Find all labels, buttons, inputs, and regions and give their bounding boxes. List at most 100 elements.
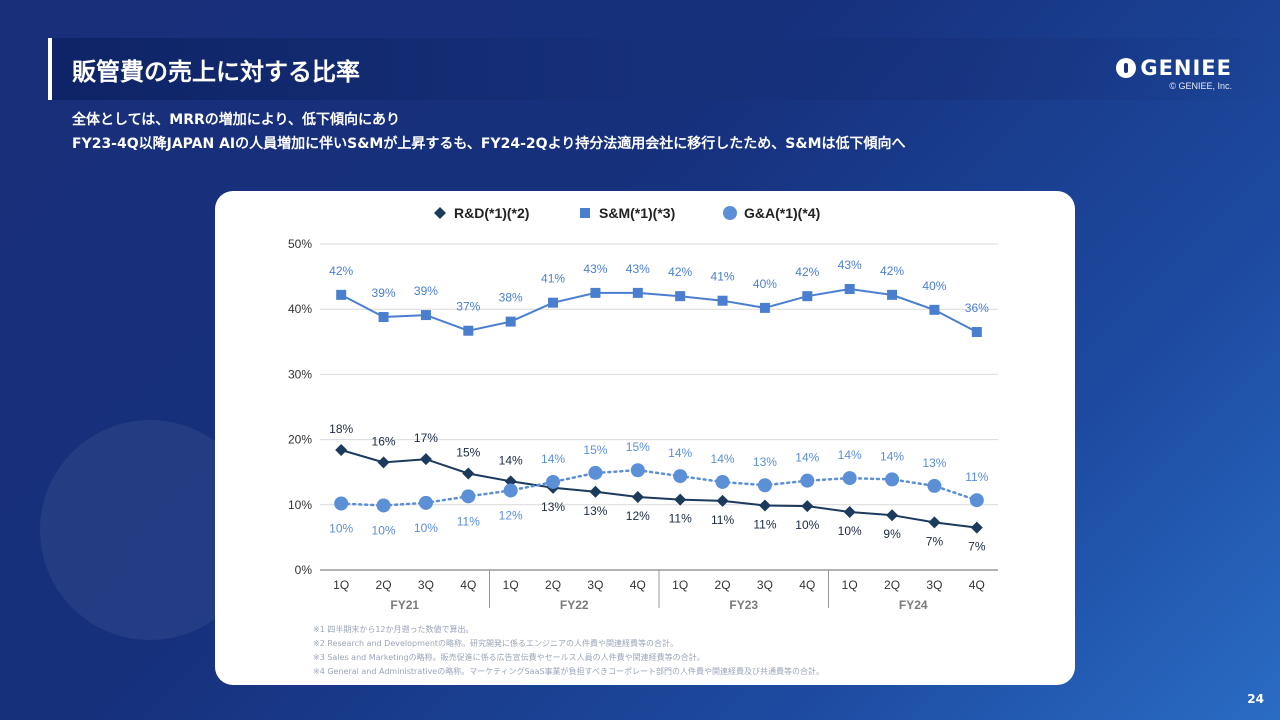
- data-label: 13%: [753, 455, 777, 469]
- sm-point: [420, 310, 431, 321]
- ga-point: [461, 489, 476, 504]
- sm-point: [717, 295, 728, 306]
- legend-label: R&D(*1)(*2): [454, 205, 529, 221]
- data-label: 42%: [795, 265, 819, 279]
- footnote-1: ※1 四半期末から12か月遡った数値で算出。: [313, 625, 474, 634]
- sm-point: [632, 287, 643, 298]
- rd-point: [674, 493, 687, 506]
- ga-point: [757, 478, 772, 493]
- header-bar: [50, 38, 1280, 100]
- rd-point: [419, 453, 432, 466]
- x-tick-label: 1Q: [503, 578, 519, 592]
- sm-point: [548, 297, 559, 308]
- data-label: 10%: [795, 518, 819, 532]
- data-label: 38%: [499, 291, 523, 305]
- legend-ga-icon: [723, 206, 737, 220]
- rd-point: [970, 521, 983, 534]
- sm-point: [802, 291, 813, 302]
- ga-point: [630, 463, 645, 478]
- ga-point: [546, 474, 561, 489]
- rd-point: [377, 456, 390, 469]
- company-logo: GENIEE © GENIEE, Inc.: [1116, 56, 1232, 91]
- ga-point: [800, 473, 815, 488]
- x-tick-label: 2Q: [715, 578, 731, 592]
- data-label: 9%: [883, 527, 901, 541]
- geniee-logo-icon: [1116, 58, 1137, 78]
- data-label: 14%: [541, 452, 565, 466]
- ga-point: [418, 495, 433, 510]
- fy-label: FY21: [390, 598, 419, 612]
- subtitle-line-2: FY23-4Q以降JAPAN AIの人員増加に伴いS&Mが上昇するも、FY24-…: [72, 136, 906, 152]
- data-label: 14%: [499, 453, 523, 467]
- x-tick-label: 1Q: [842, 578, 858, 592]
- data-label: 15%: [583, 443, 607, 457]
- sm-point: [378, 312, 389, 323]
- data-label: 15%: [456, 446, 480, 460]
- data-label: 15%: [626, 440, 650, 454]
- legend-rd-icon: [434, 207, 446, 219]
- sm-point: [505, 316, 516, 327]
- legend-label: G&A(*1)(*4): [744, 205, 820, 221]
- data-label: 41%: [711, 270, 735, 284]
- x-tick-label: 2Q: [884, 578, 900, 592]
- data-label: 14%: [838, 448, 862, 462]
- rd-point: [716, 494, 729, 507]
- data-label: 43%: [838, 258, 862, 272]
- subtitle: 全体としては、MRRの増加により、低下傾向にあり FY23-4Q以降JAPAN …: [72, 108, 906, 156]
- rd-point: [631, 490, 644, 503]
- fy-label: FY22: [560, 598, 589, 612]
- rd-point: [758, 499, 771, 512]
- data-label: 11%: [965, 470, 988, 484]
- data-label: 37%: [456, 300, 480, 314]
- data-label: 43%: [583, 262, 607, 276]
- fy-label: FY24: [899, 598, 928, 612]
- data-label: 41%: [541, 272, 565, 286]
- x-tick-label: 4Q: [460, 578, 476, 592]
- data-label: 42%: [880, 264, 904, 278]
- sm-point: [336, 289, 347, 300]
- data-label: 18%: [329, 422, 353, 436]
- page-number: 24: [1247, 692, 1264, 706]
- data-label: 11%: [669, 512, 692, 526]
- rd-point: [928, 516, 941, 529]
- rd-point: [589, 485, 602, 498]
- data-label: 42%: [329, 264, 353, 278]
- x-tick-label: 2Q: [545, 578, 561, 592]
- data-label: 39%: [372, 286, 396, 300]
- data-label: 10%: [838, 524, 862, 538]
- data-label: 10%: [372, 523, 396, 537]
- series-line: [340, 287, 978, 333]
- sm-point: [759, 302, 770, 313]
- x-tick-label: 3Q: [757, 578, 773, 592]
- y-tick-label: 40%: [288, 302, 312, 316]
- data-label: 17%: [414, 431, 438, 445]
- header-accent: [48, 38, 52, 100]
- chart-card: 50% 40% 30% 20% 10% 0% 1Q 2Q 3Q 4Q 1Q 2Q 3Q 4Q 1Q 2Q 3Q 4…: [215, 191, 1075, 685]
- data-label: 12%: [626, 509, 650, 523]
- series-line: [339, 468, 979, 507]
- copyright-text: © GENIEE, Inc.: [1169, 81, 1232, 91]
- data-label: 36%: [965, 301, 989, 315]
- ga-point: [927, 478, 942, 493]
- data-label: 16%: [372, 434, 396, 448]
- data-label: 43%: [626, 262, 650, 276]
- sm-point: [971, 327, 982, 338]
- y-tick-label: 30%: [288, 367, 312, 381]
- data-label: 10%: [414, 521, 438, 535]
- rd-point: [335, 444, 348, 457]
- footnote-3: ※3 Sales and Marketingの略称。販売促進に係る広告宣伝費やセ…: [313, 653, 705, 662]
- x-tick-label: 4Q: [630, 578, 646, 592]
- data-label: 7%: [968, 540, 986, 554]
- slide-title: 販管費の売上に対する比率: [72, 58, 360, 86]
- x-tick-label: 1Q: [333, 578, 349, 592]
- y-tick-label: 10%: [288, 498, 312, 512]
- data-label: 11%: [711, 513, 734, 527]
- ga-point: [334, 496, 349, 511]
- x-tick-label: 3Q: [587, 578, 603, 592]
- y-tick-label: 20%: [288, 433, 312, 447]
- data-label: 13%: [922, 456, 946, 470]
- ga-point: [885, 472, 900, 487]
- y-tick-label: 0%: [295, 563, 313, 577]
- footnote-4: ※4 General and Administrativeの略称。マーケティング…: [313, 667, 824, 676]
- x-tick-label: 4Q: [799, 578, 815, 592]
